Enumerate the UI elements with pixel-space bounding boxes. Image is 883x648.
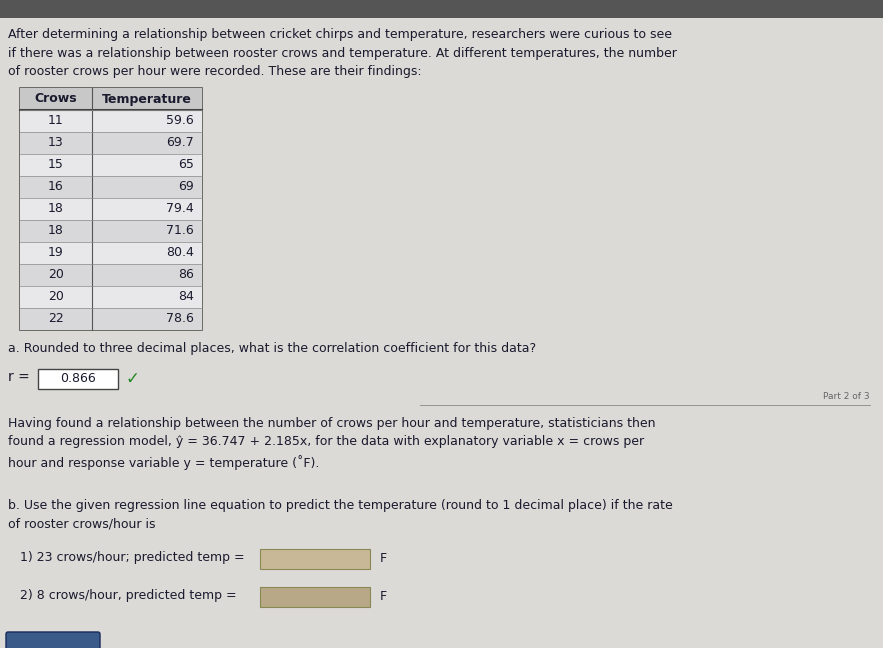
FancyBboxPatch shape [20,220,202,242]
FancyBboxPatch shape [20,176,202,198]
FancyBboxPatch shape [6,632,100,648]
FancyBboxPatch shape [260,587,370,607]
Text: 80.4: 80.4 [166,246,194,259]
Text: 69: 69 [178,181,194,194]
FancyBboxPatch shape [20,308,202,330]
Text: 79.4: 79.4 [166,202,194,216]
Text: ✓: ✓ [126,370,140,388]
Text: a. Rounded to three decimal places, what is the correlation coefficient for this: a. Rounded to three decimal places, what… [8,342,536,355]
Text: 15: 15 [48,159,64,172]
Text: Temperature: Temperature [102,93,192,106]
FancyBboxPatch shape [20,198,202,220]
FancyBboxPatch shape [20,88,202,110]
FancyBboxPatch shape [20,264,202,286]
Text: 18: 18 [48,202,64,216]
Text: r =: r = [8,370,30,384]
FancyBboxPatch shape [20,154,202,176]
Text: 18: 18 [48,224,64,238]
Text: F: F [380,553,387,566]
FancyBboxPatch shape [0,0,883,18]
Text: Crows: Crows [34,93,78,106]
FancyBboxPatch shape [20,242,202,264]
Text: 69.7: 69.7 [166,137,194,150]
Text: 71.6: 71.6 [166,224,194,238]
Text: b. Use the given regression line equation to predict the temperature (round to 1: b. Use the given regression line equatio… [8,499,673,531]
Text: 16: 16 [49,181,64,194]
Text: 59.6: 59.6 [166,115,194,128]
Text: Part 2 of 3: Part 2 of 3 [823,392,870,401]
FancyBboxPatch shape [260,549,370,569]
Text: After determining a relationship between cricket chirps and temperature, researc: After determining a relationship between… [8,28,677,78]
Text: 11: 11 [49,115,64,128]
Text: 78.6: 78.6 [166,312,194,325]
Text: 22: 22 [49,312,64,325]
FancyBboxPatch shape [38,369,118,389]
FancyBboxPatch shape [20,110,202,132]
Text: 2) 8 crows/hour, predicted temp =: 2) 8 crows/hour, predicted temp = [20,589,237,602]
Text: 19: 19 [49,246,64,259]
FancyBboxPatch shape [0,18,883,648]
Text: Having found a relationship between the number of crows per hour and temperature: Having found a relationship between the … [8,417,655,470]
Text: 13: 13 [49,137,64,150]
Text: 65: 65 [178,159,194,172]
Text: 20: 20 [48,268,64,281]
Text: 84: 84 [178,290,194,303]
Text: 1) 23 crows/hour; predicted temp =: 1) 23 crows/hour; predicted temp = [20,551,245,564]
Text: 0.866: 0.866 [60,373,96,386]
FancyBboxPatch shape [20,286,202,308]
Text: 86: 86 [178,268,194,281]
Text: 20: 20 [48,290,64,303]
FancyBboxPatch shape [20,132,202,154]
Text: F: F [380,590,387,603]
